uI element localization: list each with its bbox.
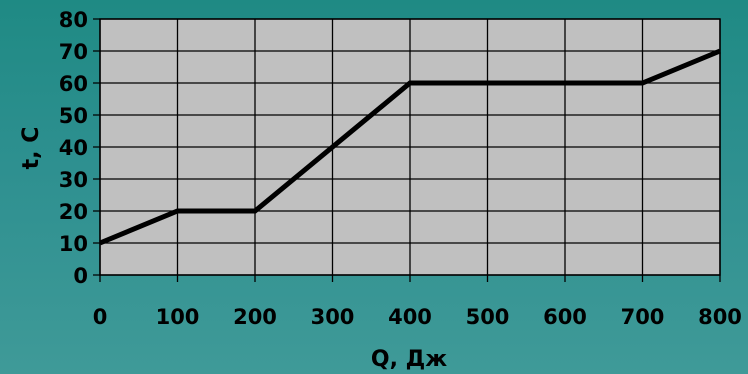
y-tick-label: 40 <box>59 136 88 160</box>
y-tick-label: 30 <box>59 168 88 192</box>
x-tick-label: 600 <box>543 305 587 329</box>
x-tick-label: 400 <box>388 305 432 329</box>
y-tick-label: 50 <box>59 104 88 128</box>
y-tick-label: 60 <box>59 72 88 96</box>
x-axis-title: Q, Дж <box>371 347 447 372</box>
y-axis-title: t, C <box>19 127 44 170</box>
y-tick-label: 20 <box>59 200 88 224</box>
gridlines <box>93 18 721 282</box>
y-tick-labels: 0 10 20 30 40 50 60 70 80 <box>59 8 88 288</box>
y-tick-label: 0 <box>73 264 88 288</box>
y-tick-label: 80 <box>59 8 88 32</box>
x-tick-labels: 0 100 200 300 400 500 600 700 800 <box>93 305 742 329</box>
x-tick-label: 700 <box>621 305 665 329</box>
x-tick-label: 200 <box>233 305 277 329</box>
x-tick-label: 800 <box>698 305 742 329</box>
y-tick-label: 10 <box>59 232 88 256</box>
y-tick-label: 70 <box>59 40 88 64</box>
x-tick-label: 500 <box>466 305 510 329</box>
x-tick-label: 0 <box>93 305 108 329</box>
x-tick-label: 300 <box>311 305 355 329</box>
x-tick-label: 100 <box>156 305 200 329</box>
series-line <box>99 48 721 246</box>
